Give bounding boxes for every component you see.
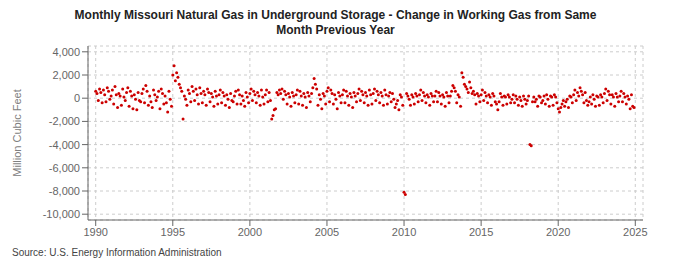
svg-text:2025: 2025 bbox=[623, 226, 647, 238]
svg-text:2000: 2000 bbox=[238, 226, 262, 238]
svg-text:4,000: 4,000 bbox=[52, 46, 80, 58]
svg-text:-6,000: -6,000 bbox=[49, 162, 80, 174]
svg-text:0: 0 bbox=[74, 92, 80, 104]
svg-text:2,000: 2,000 bbox=[52, 69, 80, 81]
svg-text:-10,000: -10,000 bbox=[43, 208, 80, 220]
svg-text:-2,000: -2,000 bbox=[49, 115, 80, 127]
html-text:Source: U.S. Energy Informatio: Source: U.S. Energy Information Administ… bbox=[12, 247, 222, 258]
svg-text:1995: 1995 bbox=[161, 226, 185, 238]
svg-text:2015: 2015 bbox=[469, 226, 493, 238]
svg-text:2005: 2005 bbox=[315, 226, 339, 238]
html-text:Monthly Missouri Natural Gas i: Monthly Missouri Natural Gas in Undergro… bbox=[74, 8, 597, 37]
svg-text:-4,000: -4,000 bbox=[49, 139, 80, 151]
svg-text:1990: 1990 bbox=[83, 226, 107, 238]
svg-text:Million Cubic Feet: Million Cubic Feet bbox=[11, 89, 23, 176]
svg-text:2010: 2010 bbox=[392, 226, 416, 238]
svg-text:-8,000: -8,000 bbox=[49, 185, 80, 197]
svg-text:2020: 2020 bbox=[546, 226, 570, 238]
